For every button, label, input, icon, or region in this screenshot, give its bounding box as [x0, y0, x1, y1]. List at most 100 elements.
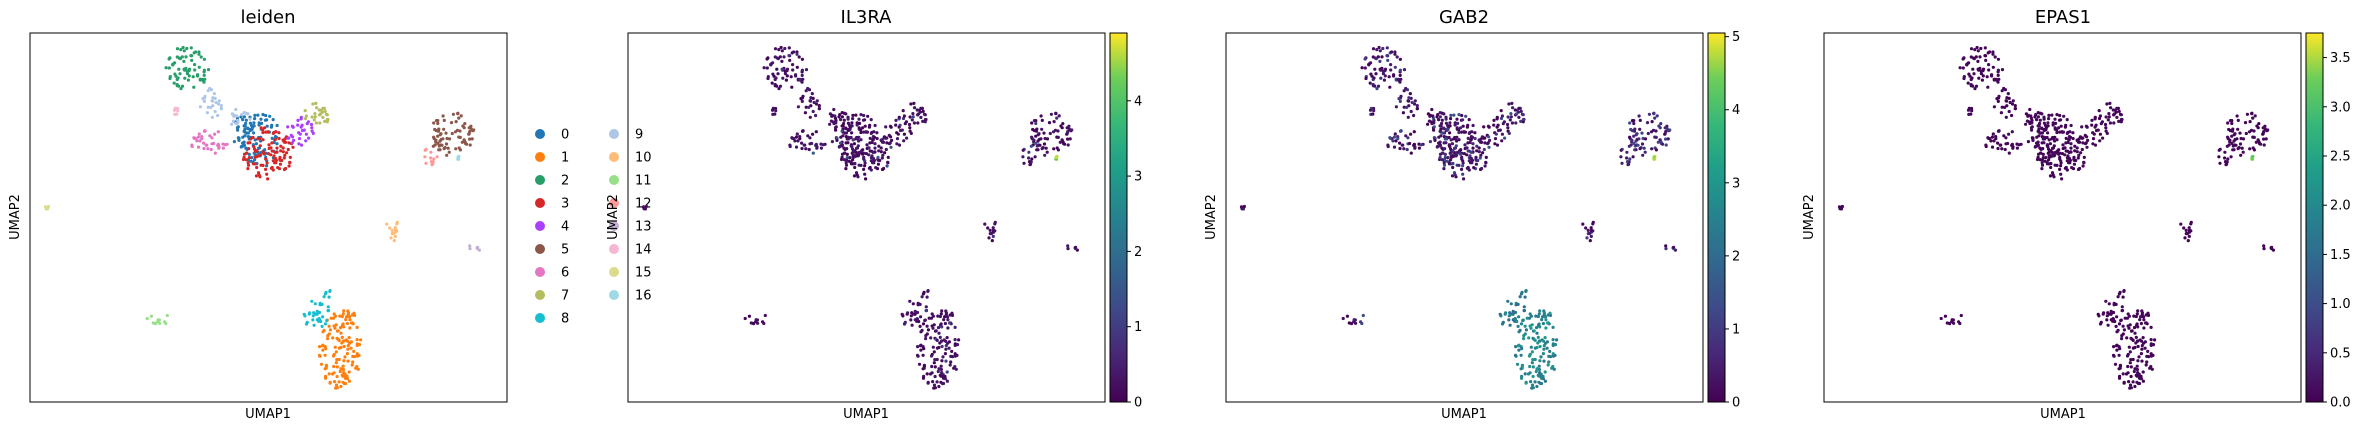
cell-point [2121, 332, 2125, 336]
cell-point-7 [312, 118, 316, 122]
cell-point [1066, 137, 1070, 141]
cell-point [2182, 226, 2186, 230]
cell-point [1499, 109, 1503, 113]
cell-point-0 [264, 113, 268, 118]
cell-point [2114, 324, 2118, 328]
cell-point [868, 165, 872, 170]
cell-point [1363, 57, 1367, 61]
cell-point [1500, 139, 1504, 143]
cell-point [1378, 67, 1382, 71]
legend-label-5: 5 [561, 243, 569, 258]
cell-point [775, 67, 779, 71]
cell-point-2 [189, 46, 193, 50]
cell-point [807, 105, 811, 109]
cell-point [2140, 309, 2144, 313]
cell-point [1958, 66, 1962, 70]
cell-point-8 [312, 311, 316, 315]
cell-point [2126, 371, 2130, 375]
cell-point [2031, 138, 2035, 142]
cell-point [1394, 105, 1398, 109]
cell-point [1541, 321, 1545, 326]
cell-point [806, 134, 810, 138]
cell-point-1 [349, 346, 353, 350]
cell-point [1383, 74, 1387, 78]
cell-point-2 [203, 77, 207, 81]
cell-point [2034, 113, 2038, 117]
cell-point [1401, 143, 1405, 147]
cell-point-5 [441, 137, 445, 141]
cell-point [2074, 158, 2078, 163]
cell-point-4 [291, 135, 295, 139]
cell-point [2187, 234, 2191, 238]
cell-point [1537, 312, 1541, 316]
cell-point [1053, 128, 1058, 132]
cell-point [2123, 316, 2127, 320]
cell-point-0 [246, 126, 250, 130]
cell-point [1436, 144, 1440, 149]
cell-point [773, 83, 777, 87]
cell-point-1 [333, 380, 337, 384]
cell-point-7 [314, 121, 318, 125]
cell-point [2113, 362, 2118, 366]
panel-title: EPAS1 [2035, 7, 2091, 28]
cell-point [1551, 338, 1555, 342]
cell-point [2026, 113, 2030, 117]
cell-point [1976, 59, 1980, 64]
cell-point [1442, 112, 1446, 116]
colorbar-tick-label: 1 [1732, 322, 1740, 337]
cell-point [1993, 55, 1997, 59]
cell-point-1 [335, 374, 339, 379]
cell-point-6 [213, 151, 217, 155]
cell-point [1651, 128, 1656, 132]
cell-point [1535, 384, 1539, 389]
cell-point [2066, 154, 2070, 158]
colorbar-tick-label: 4 [1134, 94, 1142, 109]
cell-point [1374, 57, 1378, 61]
cell-point [1666, 137, 1670, 141]
cell-point [1040, 118, 1044, 122]
cell-point [938, 373, 942, 377]
cell-point [1522, 309, 1526, 313]
cell-point-3 [270, 165, 274, 170]
cell-point-7 [325, 118, 329, 122]
cell-point [846, 117, 850, 121]
cell-point [815, 146, 819, 150]
cell-point [2120, 337, 2124, 341]
cell-point-3 [265, 161, 269, 165]
cell-point [1031, 127, 1035, 132]
cell-point-9 [242, 111, 246, 115]
cell-point [932, 323, 936, 327]
cell-point [1543, 315, 1548, 319]
cell-point [834, 128, 838, 132]
cell-point [1376, 84, 1381, 88]
cell-point [1943, 314, 1947, 318]
cell-point-0 [236, 128, 240, 132]
cell-point [1501, 122, 1505, 126]
cell-point [2230, 141, 2234, 145]
cell-point [2063, 146, 2067, 150]
cell-point [1542, 347, 1546, 351]
cell-point [2064, 165, 2068, 170]
cell-point [2045, 135, 2049, 140]
cell-point [2003, 147, 2007, 152]
cell-point [1987, 63, 1991, 67]
cell-point-0 [252, 124, 256, 128]
cell-point [1664, 143, 1668, 147]
cell-point-5 [465, 142, 469, 146]
cell-point [933, 358, 937, 362]
cell-point [795, 50, 799, 54]
cell-point [2105, 314, 2109, 318]
cell-point [1398, 129, 1403, 133]
cell-point [2225, 160, 2229, 164]
cell-point [918, 302, 922, 306]
cell-point [1544, 318, 1548, 322]
cell-point [1063, 142, 1067, 146]
cell-point [1478, 156, 1482, 160]
cell-point [1520, 364, 1524, 368]
cell-point [897, 115, 901, 119]
cell-point [1055, 116, 1059, 120]
cell-point [2098, 139, 2102, 143]
cell-point-5 [444, 142, 449, 146]
cell-point [1474, 155, 1478, 159]
